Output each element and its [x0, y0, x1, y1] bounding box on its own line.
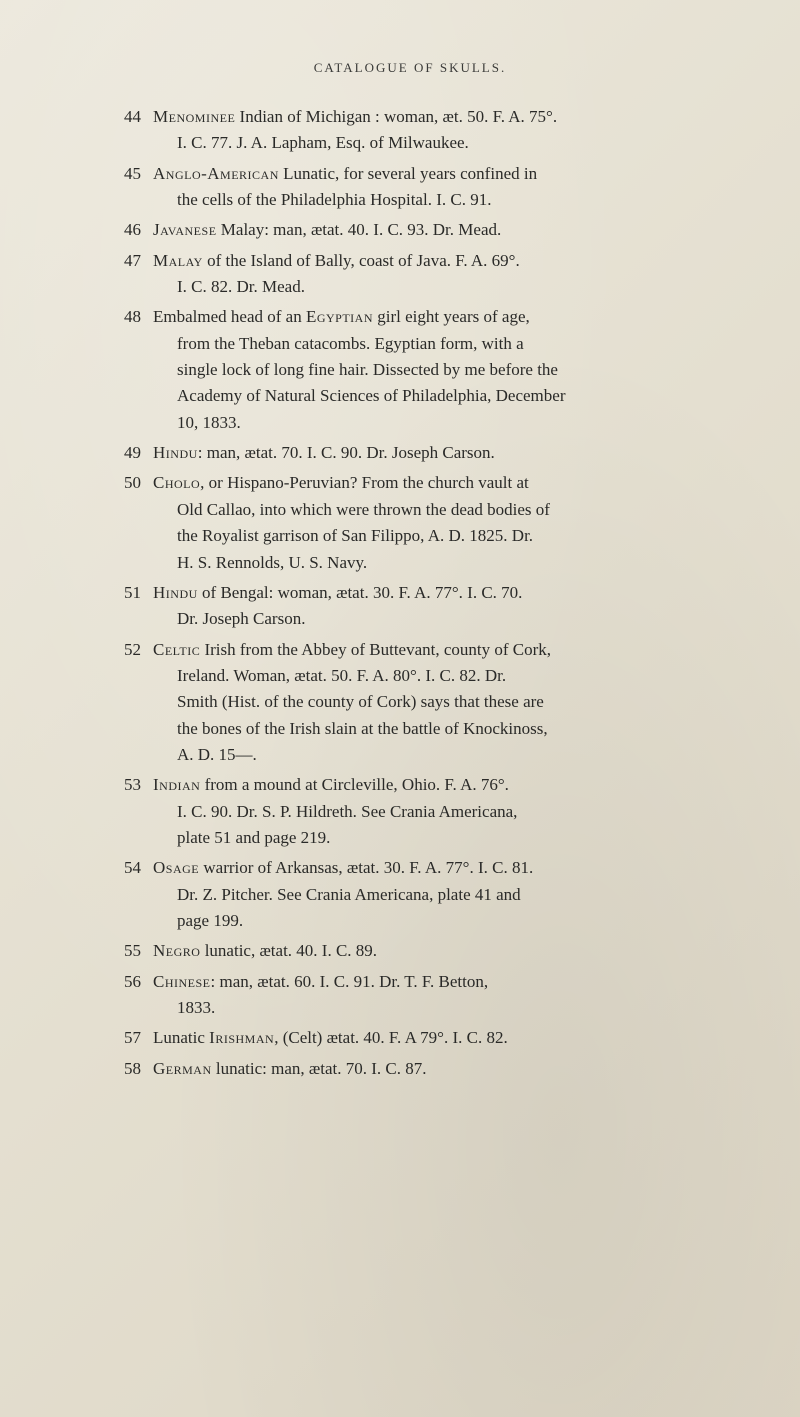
catalogue-entry: 46 Javanese Malay: man, ætat. 40. I. C. 9…	[105, 217, 715, 243]
entry-number: 48	[105, 304, 141, 330]
entry-line: Menominee Indian of Michigan : woman, æt…	[153, 107, 557, 126]
page-header: CATALOGUE OF SKULLS.	[105, 60, 715, 76]
catalogue-entry: 53 Indian from a mound at Circleville, Oh…	[105, 772, 715, 851]
catalogue-entry: 55 Negro lunatic, ætat. 40. I. C. 89.	[105, 938, 715, 964]
catalogue-entry: 58 German lunatic: man, ætat. 70. I. C. 8…	[105, 1056, 715, 1082]
entry-line: Ireland. Woman, ætat. 50. F. A. 80°. I. …	[153, 663, 715, 689]
catalogue-entry: 49 Hindu: man, ætat. 70. I. C. 90. Dr. Jo…	[105, 440, 715, 466]
entry-line: plate 51 and page 219.	[153, 825, 715, 851]
entry-line: Javanese Malay: man, ætat. 40. I. C. 93.…	[153, 220, 501, 239]
catalogue-entry: 45 Anglo-American Lunatic, for several ye…	[105, 161, 715, 214]
entry-line: the cells of the Philadelphia Hospital. …	[153, 187, 715, 213]
catalogue-entry: 44 Menominee Indian of Michigan : woman, …	[105, 104, 715, 157]
entry-line: Negro lunatic, ætat. 40. I. C. 89.	[153, 941, 377, 960]
entry-line: the bones of the Irish slain at the batt…	[153, 716, 715, 742]
page-container: CATALOGUE OF SKULLS. 44 Menominee Indian …	[0, 0, 800, 1166]
entry-line: Indian from a mound at Circleville, Ohio…	[153, 775, 509, 794]
catalogue-entry: 48 Embalmed head of an Egyptian girl eigh…	[105, 304, 715, 436]
entry-number: 53	[105, 772, 141, 798]
entries-list: 44 Menominee Indian of Michigan : woman, …	[105, 104, 715, 1082]
entry-line: from the Theban catacombs. Egyptian form…	[153, 331, 715, 357]
entry-line: Hindu of Bengal: woman, ætat. 30. F. A. …	[153, 583, 522, 602]
entry-number: 47	[105, 248, 141, 274]
entry-line: Celtic Irish from the Abbey of Buttevant…	[153, 640, 551, 659]
entry-line: I. C. 82. Dr. Mead.	[153, 274, 715, 300]
catalogue-entry: 57 Lunatic Irishman, (Celt) ætat. 40. F. …	[105, 1025, 715, 1051]
entry-line: Malay of the Island of Bally, coast of J…	[153, 251, 520, 270]
entry-line: Old Callao, into which were thrown the d…	[153, 497, 715, 523]
entry-number: 52	[105, 637, 141, 663]
entry-line: Osage warrior of Arkansas, ætat. 30. F. …	[153, 858, 533, 877]
entry-number: 57	[105, 1025, 141, 1051]
entry-line: Cholo, or Hispano-Peruvian? From the chu…	[153, 473, 529, 492]
entry-line: 10, 1833.	[153, 410, 715, 436]
entry-number: 56	[105, 969, 141, 995]
entry-line: Chinese: man, ætat. 60. I. C. 91. Dr. T.…	[153, 972, 488, 991]
entry-line: 1833.	[153, 995, 715, 1021]
entry-line: Dr. Joseph Carson.	[153, 606, 715, 632]
entry-line: Lunatic Irishman, (Celt) ætat. 40. F. A …	[153, 1028, 508, 1047]
catalogue-entry: 51 Hindu of Bengal: woman, ætat. 30. F. A…	[105, 580, 715, 633]
entry-line: H. S. Rennolds, U. S. Navy.	[153, 550, 715, 576]
entry-line: Academy of Natural Sciences of Philadelp…	[153, 383, 715, 409]
entry-line: I. C. 90. Dr. S. P. Hildreth. See Crania…	[153, 799, 715, 825]
entry-number: 44	[105, 104, 141, 130]
entry-number: 55	[105, 938, 141, 964]
entry-line: Anglo-American Lunatic, for several year…	[153, 164, 537, 183]
entry-line: page 199.	[153, 908, 715, 934]
entry-line: Dr. Z. Pitcher. See Crania Americana, pl…	[153, 882, 715, 908]
entry-line: A. D. 15—.	[153, 742, 715, 768]
entry-line: the Royalist garrison of San Filippo, A.…	[153, 523, 715, 549]
entry-number: 54	[105, 855, 141, 881]
catalogue-entry: 50 Cholo, or Hispano-Peruvian? From the c…	[105, 470, 715, 575]
entry-number: 51	[105, 580, 141, 606]
entry-line: Smith (Hist. of the county of Cork) says…	[153, 689, 715, 715]
entry-number: 50	[105, 470, 141, 496]
entry-number: 45	[105, 161, 141, 187]
catalogue-entry: 56 Chinese: man, ætat. 60. I. C. 91. Dr. …	[105, 969, 715, 1022]
entry-line: Hindu: man, ætat. 70. I. C. 90. Dr. Jose…	[153, 443, 495, 462]
catalogue-entry: 52 Celtic Irish from the Abbey of Butteva…	[105, 637, 715, 769]
entry-line: I. C. 77. J. A. Lapham, Esq. of Milwauke…	[153, 130, 715, 156]
entry-number: 49	[105, 440, 141, 466]
catalogue-entry: 47 Malay of the Island of Bally, coast of…	[105, 248, 715, 301]
entry-line: Embalmed head of an Egyptian girl eight …	[153, 307, 530, 326]
entry-line: single lock of long fine hair. Dissected…	[153, 357, 715, 383]
catalogue-entry: 54 Osage warrior of Arkansas, ætat. 30. F…	[105, 855, 715, 934]
entry-line: German lunatic: man, ætat. 70. I. C. 87.	[153, 1059, 426, 1078]
entry-number: 46	[105, 217, 141, 243]
entry-number: 58	[105, 1056, 141, 1082]
